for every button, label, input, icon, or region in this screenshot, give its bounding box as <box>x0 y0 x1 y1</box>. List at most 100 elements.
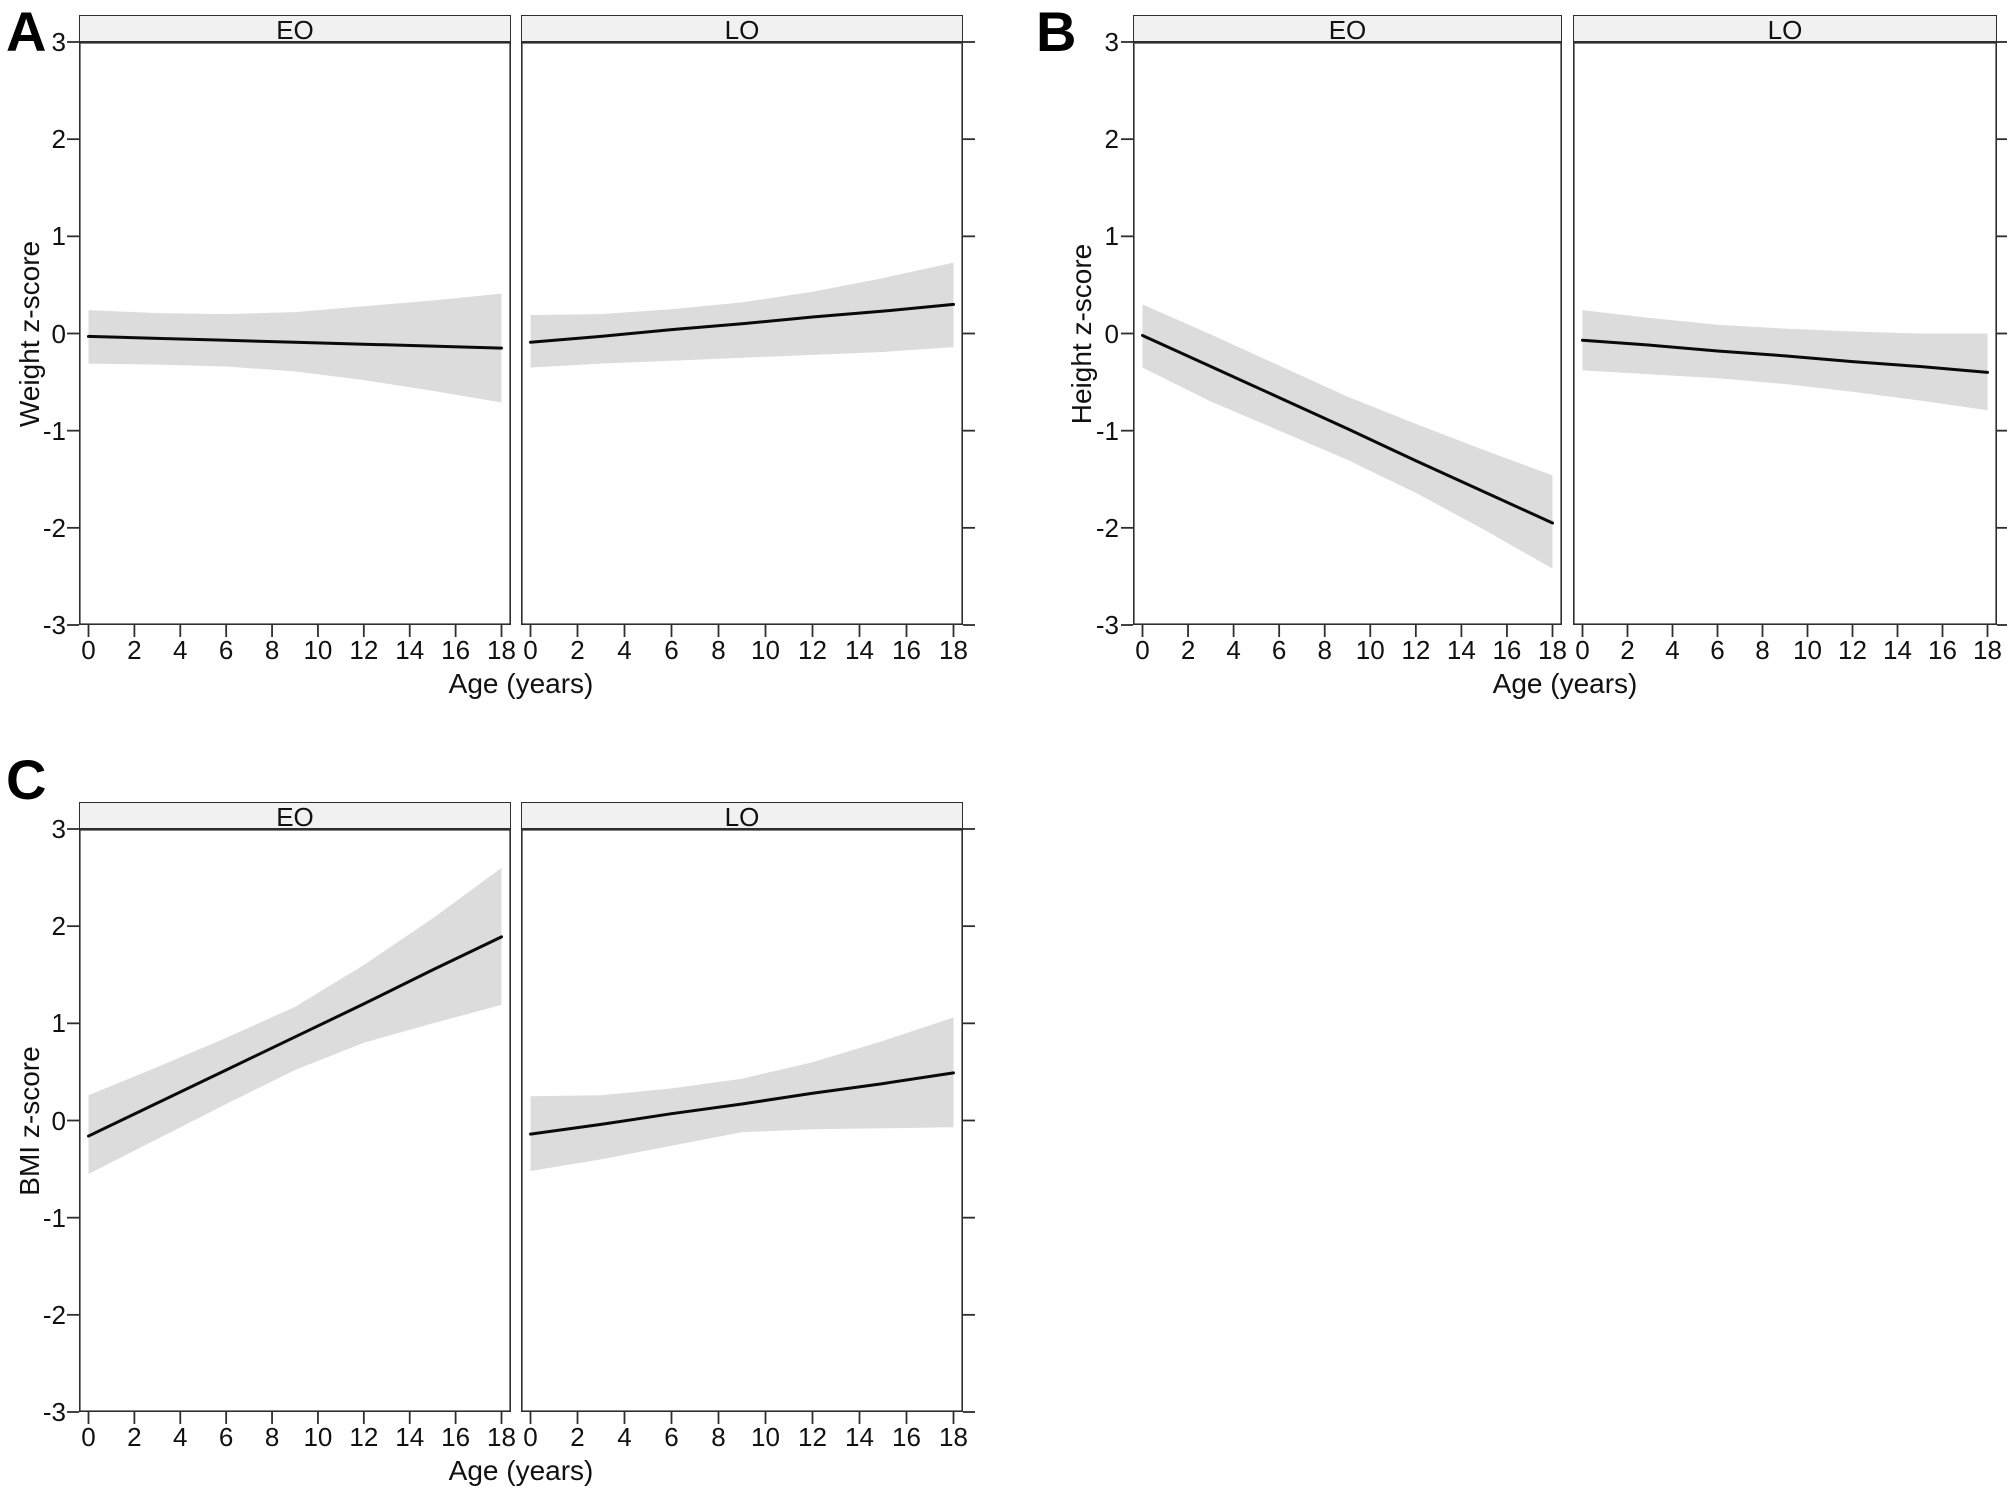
x-axis-title: Age (years) <box>1492 668 1638 699</box>
panel-letter: B <box>1036 0 1077 63</box>
x-tick-label: 0 <box>1135 635 1150 665</box>
trend-line <box>1581 338 1989 374</box>
plot-border <box>521 42 963 626</box>
facet-plot-eo <box>1121 41 1562 637</box>
panel-letter: A <box>6 0 47 63</box>
x-tick-label: 10 <box>303 1422 333 1452</box>
x-axis-title: Age (years) <box>448 1455 594 1486</box>
x-tick-label: 12 <box>798 635 827 665</box>
x-tick-label: 16 <box>441 1422 471 1452</box>
x-tick-label: 18 <box>1538 635 1567 665</box>
trend-line <box>87 935 503 1138</box>
facet-header-eo: EO <box>79 15 511 43</box>
x-tick-label: 10 <box>751 635 780 665</box>
facet-header-eo: EO <box>1133 15 1562 43</box>
x-tick-label: 16 <box>892 1422 921 1452</box>
x-tick-label: 14 <box>1446 635 1476 665</box>
y-tick-label: 2 <box>1104 124 1119 155</box>
x-tick-label: 10 <box>751 1422 780 1452</box>
y-tick-label: -1 <box>42 1202 66 1233</box>
ci-band <box>88 293 502 403</box>
x-tick-label: 4 <box>1665 635 1680 665</box>
facet-header-lo: LO <box>1573 15 1997 43</box>
x-tick-label: 18 <box>487 635 516 665</box>
x-tick-label: 2 <box>127 1422 142 1452</box>
y-tick-label: 0 <box>1104 318 1119 349</box>
plot-border <box>79 829 511 1413</box>
x-tick-label: 8 <box>1755 635 1770 665</box>
x-tick-label: 14 <box>845 635 874 665</box>
facet-plot-lo <box>521 828 975 1424</box>
x-tick-label: 14 <box>395 635 425 665</box>
x-tick-label: 10 <box>1355 635 1385 665</box>
plot-border <box>79 42 511 626</box>
ci-band <box>88 867 502 1174</box>
x-tick-label: 10 <box>303 635 333 665</box>
x-tick-label: 0 <box>81 635 96 665</box>
y-tick-label: -2 <box>1095 512 1119 543</box>
x-tick-label: 2 <box>1180 635 1196 665</box>
ci-band <box>530 1017 954 1172</box>
y-tick-label: 3 <box>51 27 66 57</box>
trend-line <box>87 334 503 350</box>
x-tick-label: 0 <box>1575 635 1590 665</box>
x-tick-label: 18 <box>487 1422 516 1452</box>
trend-line <box>529 302 955 344</box>
x-tick-label: 16 <box>892 635 921 665</box>
x-tick-label: 4 <box>173 635 188 665</box>
x-tick-label: 8 <box>264 1422 280 1452</box>
y-tick-label: -3 <box>42 1397 66 1427</box>
y-tick-label: -3 <box>1095 610 1119 640</box>
x-tick-label: 14 <box>395 1422 425 1452</box>
x-tick-label: 6 <box>664 635 679 665</box>
facet-header-lo: LO <box>521 15 963 43</box>
x-tick-label: 8 <box>711 1422 726 1452</box>
y-axis-title: Height z-score <box>1066 243 1097 425</box>
y-tick-label: 1 <box>1104 221 1119 252</box>
x-tick-label: 8 <box>264 635 280 665</box>
trend-line <box>1141 333 1554 525</box>
x-tick-label: 18 <box>939 1422 968 1452</box>
x-tick-label: 16 <box>1492 635 1522 665</box>
facet-plot-lo <box>1573 41 2007 637</box>
y-axis-title: Weight z-score <box>14 240 45 428</box>
plot-border <box>1133 42 1562 626</box>
x-tick-label: 6 <box>218 1422 234 1452</box>
y-tick-label: -1 <box>1095 415 1119 446</box>
trend-line <box>529 1071 955 1136</box>
x-tick-label: 16 <box>1928 635 1957 665</box>
y-tick-label: 2 <box>51 911 66 942</box>
y-tick-label: -2 <box>42 512 66 543</box>
x-tick-label: 6 <box>664 1422 679 1452</box>
ci-band <box>530 262 954 368</box>
x-tick-label: 12 <box>349 635 379 665</box>
facet-plot-lo <box>521 41 975 637</box>
y-tick-label: -3 <box>42 610 66 640</box>
x-tick-label: 6 <box>1710 635 1725 665</box>
x-tick-label: 14 <box>1883 635 1912 665</box>
facet-plot-eo <box>67 41 511 637</box>
x-tick-label: 6 <box>1271 635 1287 665</box>
y-axis-title: BMI z-score <box>14 1046 45 1196</box>
x-tick-label: 18 <box>939 635 968 665</box>
x-tick-label: 12 <box>798 1422 827 1452</box>
x-tick-label: 0 <box>81 1422 96 1452</box>
x-tick-label: 2 <box>127 635 142 665</box>
x-tick-label: 12 <box>349 1422 379 1452</box>
x-tick-label: 18 <box>1973 635 2002 665</box>
plot-border <box>521 829 963 1413</box>
x-tick-label: 4 <box>1226 635 1241 665</box>
ci-band <box>1142 304 1553 569</box>
x-tick-label: 12 <box>1401 635 1431 665</box>
x-tick-label: 16 <box>441 635 471 665</box>
plot-border <box>1573 42 1997 626</box>
panel-letter: C <box>6 748 47 811</box>
x-tick-label: 10 <box>1793 635 1822 665</box>
y-tick-label: 0 <box>51 318 66 349</box>
x-tick-label: 8 <box>711 635 726 665</box>
x-tick-label: 2 <box>570 1422 585 1452</box>
